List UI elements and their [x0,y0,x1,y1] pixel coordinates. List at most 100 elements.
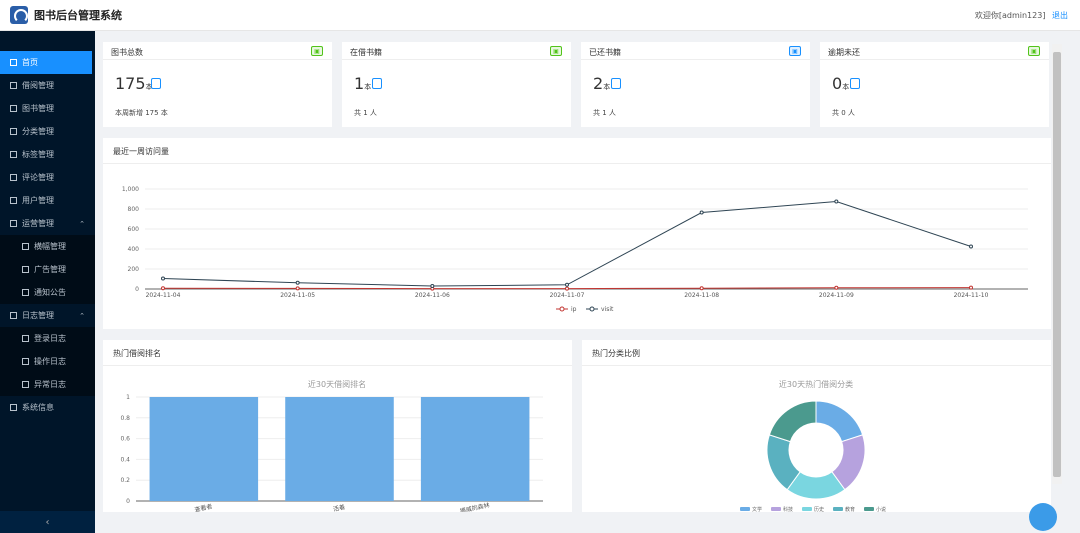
sidebar-item-1[interactable]: 借阅管理 [0,74,95,97]
sidebar-item-0[interactable]: 首页 [0,51,92,74]
menu-grid-icon [10,220,17,227]
card-title: 图书总数 [103,42,332,60]
menu-grid-icon [10,404,17,411]
sidebar-item-label: 系统信息 [22,403,54,412]
sidebar-item-12[interactable]: 登录日志 [0,327,95,350]
category-panel: 热门分类比例 近30天热门借阅分类 文学 科技 历史 教育 小说 [582,340,1051,512]
legend-label: visit [601,306,614,313]
y-tick-label: 0 [126,498,130,505]
card-value: 2本 [593,74,611,93]
stat-card-0: 图书总数 ▣ 175本本周新增 175 本 [103,42,332,127]
card-title: 在借书籍 [342,42,571,60]
x-tick-label: 2024-11-07 [550,292,585,299]
legend-marker [559,306,565,312]
sidebar-item-label: 日志管理 [22,311,54,320]
x-tick-label: 2024-11-08 [684,292,719,299]
point-visit-5 [834,199,839,204]
page-scrollbar-thumb[interactable] [1053,52,1061,477]
sidebar-item-7[interactable]: 运营管理 ⌃ [0,212,95,235]
point-visit-0 [161,276,165,281]
point-ip-6 [969,285,973,290]
x-tick-label: 2024-11-10 [954,292,989,299]
sidebar-item-3[interactable]: 分类管理 [0,120,95,143]
y-tick-label: 600 [128,226,140,233]
card-footer: 本周新增 175 本 [115,109,168,117]
menu-grid-icon [10,82,17,89]
menu-grid-icon [10,59,17,66]
legend-swatch [802,507,812,511]
sidebar-item-10[interactable]: 通知公告 [0,281,95,304]
y-tick-label: 1,000 [122,186,139,193]
sidebar-collapse-button[interactable]: ‹ [0,511,95,533]
sidebar-item-label: 横幅管理 [34,242,66,251]
card-book-icon [372,78,382,89]
pie-slice-0 [815,400,864,443]
sidebar-item-6[interactable]: 用户管理 [0,189,95,212]
sidebar-item-label: 通知公告 [34,288,66,297]
legend-swatch [771,507,781,511]
card-tag-icon: ▣ [550,46,562,56]
sidebar-item-label: 标签管理 [22,150,54,159]
visits-panel-title: 最近一周访问量 [113,147,169,156]
x-tick-label: 2024-11-04 [146,292,181,299]
sidebar-item-label: 借阅管理 [22,81,54,90]
menu-grid-icon [10,151,17,158]
sidebar-item-5[interactable]: 评论管理 [0,166,95,189]
legend-swatch [833,507,843,511]
legend-swatch [740,507,750,511]
sidebar-item-9[interactable]: 广告管理 [0,258,95,281]
point-visit-6 [969,244,973,249]
y-tick-label: 0.8 [120,415,130,422]
card-footer: 共 0 人 [832,109,855,117]
sidebar-item-label: 图书管理 [22,104,54,113]
card-book-icon [850,78,860,89]
sidebar-item-label: 操作日志 [34,357,66,366]
sidebar-item-8[interactable]: 横幅管理 [0,235,95,258]
card-title: 逾期未还 [820,42,1049,60]
card-book-icon [151,78,161,89]
borrow-panel-title: 热门借阅排名 [113,349,161,358]
sidebar-item-15[interactable]: 系统信息 [0,396,95,419]
menu-grid-icon [22,266,29,273]
bar-1 [285,397,394,501]
chevron-up-icon: ⌃ [79,311,85,320]
series-line-visit [162,200,972,287]
card-tag-icon: ▣ [311,46,323,56]
user-area: 欢迎你[admin123] 退出 [975,10,1068,21]
legend-swatch [864,507,874,511]
sidebar-item-4[interactable]: 标签管理 [0,143,95,166]
sidebar-item-2[interactable]: 图书管理 [0,97,95,120]
card-value: 175本 [115,74,153,93]
sidebar-item-11[interactable]: 日志管理 ⌃ [0,304,95,327]
x-category-label: 活着 [332,503,345,512]
point-ip-1 [295,286,300,291]
point-ip-4 [699,286,704,291]
bar-0 [149,397,259,501]
floating-help-button[interactable] [1029,503,1057,531]
sidebar-item-13[interactable]: 操作日志 [0,350,95,373]
menu-grid-icon [22,243,29,250]
y-tick-label: 0 [135,286,139,293]
bar-chart-title: 近30天借阅排名 [308,379,366,389]
visits-panel: 最近一周访问量 1,000 800 600 400 200 0 2024-11-04 2024… [103,138,1051,329]
card-value: 0本 [832,74,850,93]
x-tick-label: 2024-11-05 [280,292,315,299]
card-footer: 共 1 人 [593,109,616,117]
menu-grid-icon [10,128,17,135]
welcome-text: 欢迎你[admin123] [974,11,1046,20]
card-book-icon [611,78,621,89]
dashboard-main: 图书总数 ▣ 175本 本周新增 175 本在借书籍 ▣ 1本共 1 人已还书籍 ▣ 2本共 … [103,42,1051,127]
logout-link[interactable]: 退出 [1052,11,1068,20]
point-ip-3 [565,286,569,291]
menu-grid-icon [10,312,17,319]
sidebar-item-label: 运营管理 [22,219,54,228]
app-title: 图书后台管理系统 [34,9,122,22]
x-category-label: 查看者 [194,502,213,512]
legend-label: 文学 [752,506,762,512]
legend-marker [589,306,595,312]
app-logo [10,6,28,24]
point-ip-5 [834,285,839,290]
sidebar-item-14[interactable]: 异常日志 [0,373,95,396]
menu-grid-icon [10,174,17,181]
